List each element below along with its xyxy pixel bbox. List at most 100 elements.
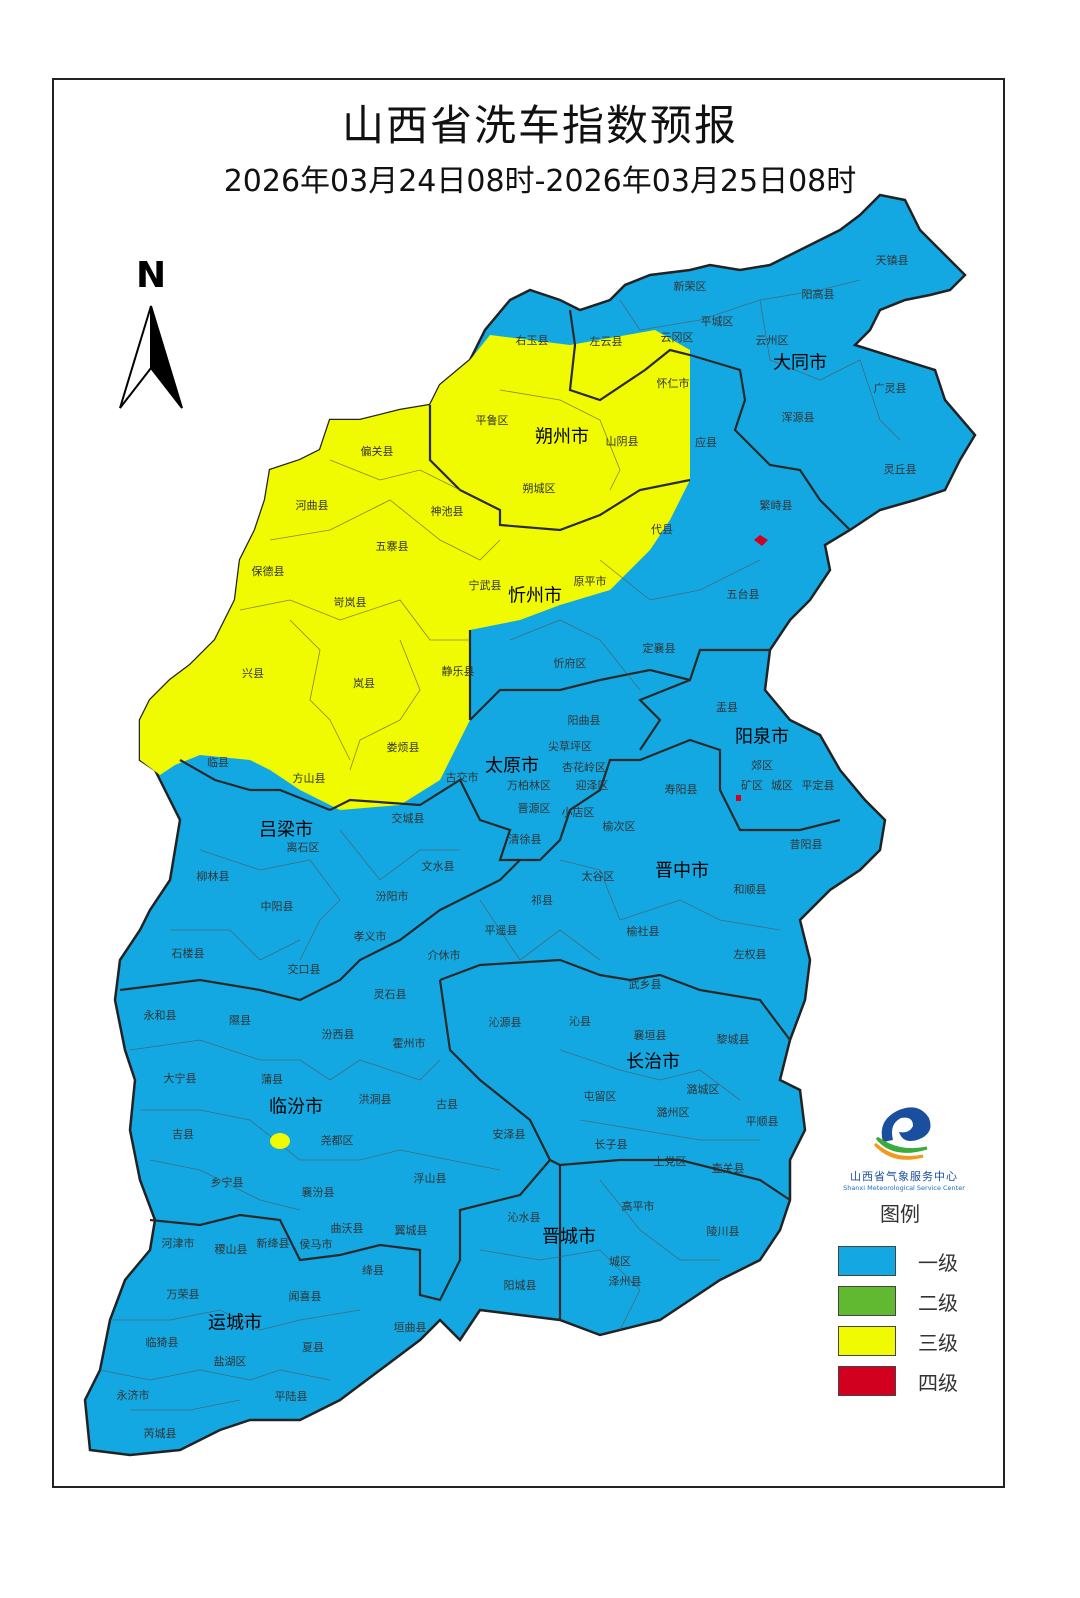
county-label: 闻喜县: [288, 1290, 322, 1303]
county-label: 沁源县: [488, 1016, 522, 1029]
legend-label: 三级: [918, 1330, 958, 1355]
legend-swatch: [838, 1326, 896, 1356]
city-label: 临汾市: [269, 1096, 323, 1118]
county-label: 和顺县: [733, 883, 767, 896]
county-label: 方山县: [292, 772, 326, 785]
county-label: 清徐县: [508, 833, 542, 846]
county-label: 广灵县: [873, 382, 907, 395]
county-label: 天镇县: [875, 254, 909, 267]
county-label: 永和县: [143, 1009, 177, 1022]
county-label: 山阴县: [605, 435, 639, 448]
county-label: 汾阳市: [375, 890, 409, 903]
county-label: 左权县: [733, 948, 767, 961]
county-label: 盐湖区: [213, 1355, 247, 1368]
city-label: 运城市: [208, 1312, 262, 1334]
county-label: 宁武县: [468, 579, 502, 592]
city-label: 朔州市: [535, 426, 589, 448]
county-label: 尧都区: [320, 1134, 354, 1147]
county-label: 寿阳县: [664, 783, 698, 796]
county-label: 潞城区: [686, 1083, 720, 1096]
county-label: 泽州县: [608, 1275, 642, 1288]
county-label: 平陆县: [274, 1390, 308, 1403]
county-label: 左云县: [589, 335, 623, 348]
county-label: 垣曲县: [393, 1321, 427, 1334]
county-label: 祁县: [531, 894, 553, 907]
county-label: 岚县: [353, 677, 375, 690]
county-label: 襄汾县: [301, 1186, 335, 1199]
legend-label: 二级: [918, 1290, 958, 1315]
county-label: 中阳县: [260, 900, 294, 913]
county-label: 河曲县: [295, 499, 329, 512]
county-label: 新荣区: [673, 280, 707, 293]
logo-icon: [873, 1107, 931, 1160]
county-label: 晋源区: [517, 802, 551, 815]
logo-name-en: Shanxi Meteorological Service Center: [843, 1184, 965, 1192]
city-label: 晋城市: [542, 1226, 596, 1248]
county-label: 沁水县: [507, 1211, 541, 1224]
county-label: 万荣县: [166, 1288, 200, 1301]
north-label: N: [136, 255, 167, 296]
county-label: 孝义市: [353, 930, 387, 943]
county-label: 曲沃县: [330, 1222, 364, 1235]
county-label: 偏关县: [360, 445, 394, 458]
north-arrow-icon: [119, 305, 183, 409]
county-label: 平顺县: [745, 1115, 779, 1128]
city-label: 忻州市: [508, 585, 562, 607]
city-label: 大同市: [773, 352, 827, 374]
county-label: 永济市: [116, 1389, 150, 1402]
county-label: 城区: [771, 779, 793, 792]
county-label: 柳林县: [196, 870, 230, 883]
county-label: 霍州市: [392, 1037, 426, 1050]
legend: 图例 一级 二级 三级 四级: [838, 1198, 958, 1401]
county-label: 兴县: [242, 667, 264, 680]
city-boundaries: [119, 309, 851, 1320]
legend-swatch: [838, 1246, 896, 1276]
county-label: 繁峙县: [759, 499, 793, 512]
county-label: 灵石县: [373, 988, 407, 1001]
county-label: 汾西县: [321, 1028, 355, 1041]
county-label: 古县: [436, 1098, 458, 1111]
county-label: 临猗县: [145, 1336, 179, 1349]
county-label: 云州区: [755, 334, 789, 347]
county-label: 交口县: [287, 963, 321, 976]
city-label: 长治市: [626, 1051, 680, 1073]
county-label: 潞州区: [656, 1106, 690, 1119]
county-label: 杏花岭区: [562, 761, 606, 774]
county-label: 襄垣县: [633, 1029, 667, 1042]
county-label: 文水县: [421, 860, 455, 873]
county-label: 阳城县: [503, 1279, 537, 1292]
county-label: 代县: [651, 523, 673, 536]
county-label: 平城区: [700, 315, 734, 328]
county-label: 太谷区: [581, 870, 615, 883]
county-label: 静乐县: [441, 665, 475, 678]
legend-item-level3: 三级: [838, 1321, 958, 1361]
county-label: 长子县: [594, 1138, 628, 1151]
legend-swatch: [838, 1366, 896, 1396]
county-label: 吉县: [172, 1128, 194, 1141]
county-label: 娄烦县: [386, 741, 420, 754]
county-label: 应县: [695, 436, 717, 449]
legend-label: 一级: [918, 1250, 958, 1275]
county-label: 阳曲县: [567, 714, 601, 727]
city-label: 吕梁市: [259, 819, 313, 841]
county-label: 定襄县: [642, 642, 676, 655]
county-label: 平遥县: [484, 924, 518, 937]
county-label: 五寨县: [375, 540, 409, 553]
county-label: 高平市: [621, 1200, 655, 1213]
legend-item-level4: 四级: [838, 1361, 958, 1401]
county-label: 五台县: [726, 588, 760, 601]
county-label: 乡宁县: [210, 1176, 244, 1189]
county-label: 城区: [609, 1255, 631, 1268]
logo: 山西省气象服务中心 Shanxi Meteorological Service …: [836, 1098, 972, 1192]
county-label: 蒲县: [261, 1073, 283, 1086]
county-label: 上党区: [653, 1155, 687, 1168]
level4-spot: [736, 795, 741, 801]
county-label: 屯留区: [583, 1090, 617, 1103]
county-label: 岢岚县: [333, 596, 367, 609]
county-label: 翼城县: [394, 1224, 428, 1237]
county-label: 大宁县: [163, 1072, 197, 1085]
county-label: 郊区: [751, 759, 773, 772]
county-label: 武乡县: [628, 978, 662, 991]
legend-swatch: [838, 1286, 896, 1316]
